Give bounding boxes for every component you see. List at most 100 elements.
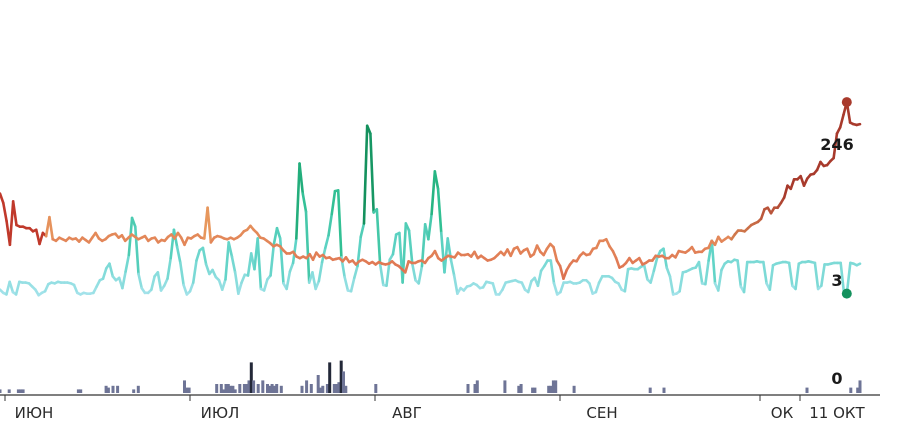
line-segment [401,222,408,284]
bar-mark [116,385,120,393]
line-segment [410,262,417,282]
bar-mark [261,380,265,393]
line-segment [704,259,710,286]
bar-mark [805,387,809,393]
bar-mark [183,380,186,393]
bar-mark [252,380,256,393]
bar-mark [321,385,325,393]
line-segment [436,187,443,235]
line-segment [150,274,156,291]
line-segment [301,192,308,213]
line-segment [536,269,543,288]
bar-mark [185,387,189,393]
bar-mark [300,385,304,393]
bar-mark [226,384,230,393]
line-segment [206,206,213,244]
line-segment [291,237,298,265]
line-segment [336,189,343,259]
line-segment [588,282,594,295]
line-segment [668,274,675,296]
line-segment [188,281,195,293]
line-segment [220,278,227,291]
line-segment [813,261,820,291]
line-segment [375,207,382,265]
line-segment [611,249,618,260]
bar-mark [245,384,249,393]
line-segment [204,263,211,276]
bar-mark [849,387,853,393]
line-segment [525,247,532,258]
line-segment [124,253,131,273]
bar-mark [242,384,246,393]
line-segment [710,239,717,285]
line-segment [420,222,427,268]
line-segment [562,268,569,280]
bar-mark [224,384,228,393]
bar-mark [79,389,83,393]
line-segment [362,124,369,225]
line-segment [330,189,337,216]
bar-mark [187,387,191,393]
line-segment [343,275,350,292]
bar-mark [272,385,276,393]
marker-line-high [841,97,852,108]
bar-mark [238,384,242,393]
bar-mark [309,384,313,393]
line-segment [324,234,330,250]
bar-mark [332,384,336,393]
line-segment [11,200,18,227]
end-label-line-high: 246 [820,135,853,154]
bar-mark [549,385,553,393]
bar-mark [473,384,477,393]
line-segment [288,261,295,273]
line-segment [794,262,801,291]
bar-mark [858,380,862,393]
bar-mark [266,384,269,393]
bar-mark [648,387,652,393]
line-segment [552,282,559,296]
bar-mark [0,389,2,393]
line-segment [272,226,279,247]
line-segment [262,278,269,292]
line-segment [233,271,240,295]
bar-mark [219,384,223,393]
line-segment [101,267,108,280]
line-segment [195,248,201,262]
line-segment [649,269,656,284]
bar-mark [305,380,309,393]
bar-mark [249,362,253,393]
line-segment [191,259,198,284]
line-segment [38,231,45,246]
bar-mark [7,389,11,393]
line-segment [8,280,15,294]
line-segment [614,256,621,269]
bar-mark [247,380,251,393]
line-segment [802,177,809,187]
line-segment [327,212,334,237]
line-segment [787,261,794,288]
line-segment [48,215,55,241]
end-markers [841,97,852,299]
line-segment [449,258,456,277]
bar-mark [342,371,345,393]
x-tick-label-jul: ИЮЛ [201,404,240,422]
marker-line-low [841,288,852,299]
bar-mark [270,384,274,393]
line-segment [298,162,305,195]
line-segment [697,260,704,285]
bar-mark [132,389,136,393]
bar-mark [19,389,23,393]
line-segment [430,170,437,216]
bar-mark [344,385,348,393]
line-segment [285,270,292,291]
line-segment [559,281,565,294]
bar-mark [275,384,279,393]
bar-mark [572,385,576,393]
bar-mark [231,385,235,393]
line-segment [121,270,127,290]
line-segment [759,207,766,221]
x-axis-ticks [4,395,801,401]
bar-mark [517,385,521,393]
line-segment [762,260,768,285]
bar-mark [466,384,470,393]
